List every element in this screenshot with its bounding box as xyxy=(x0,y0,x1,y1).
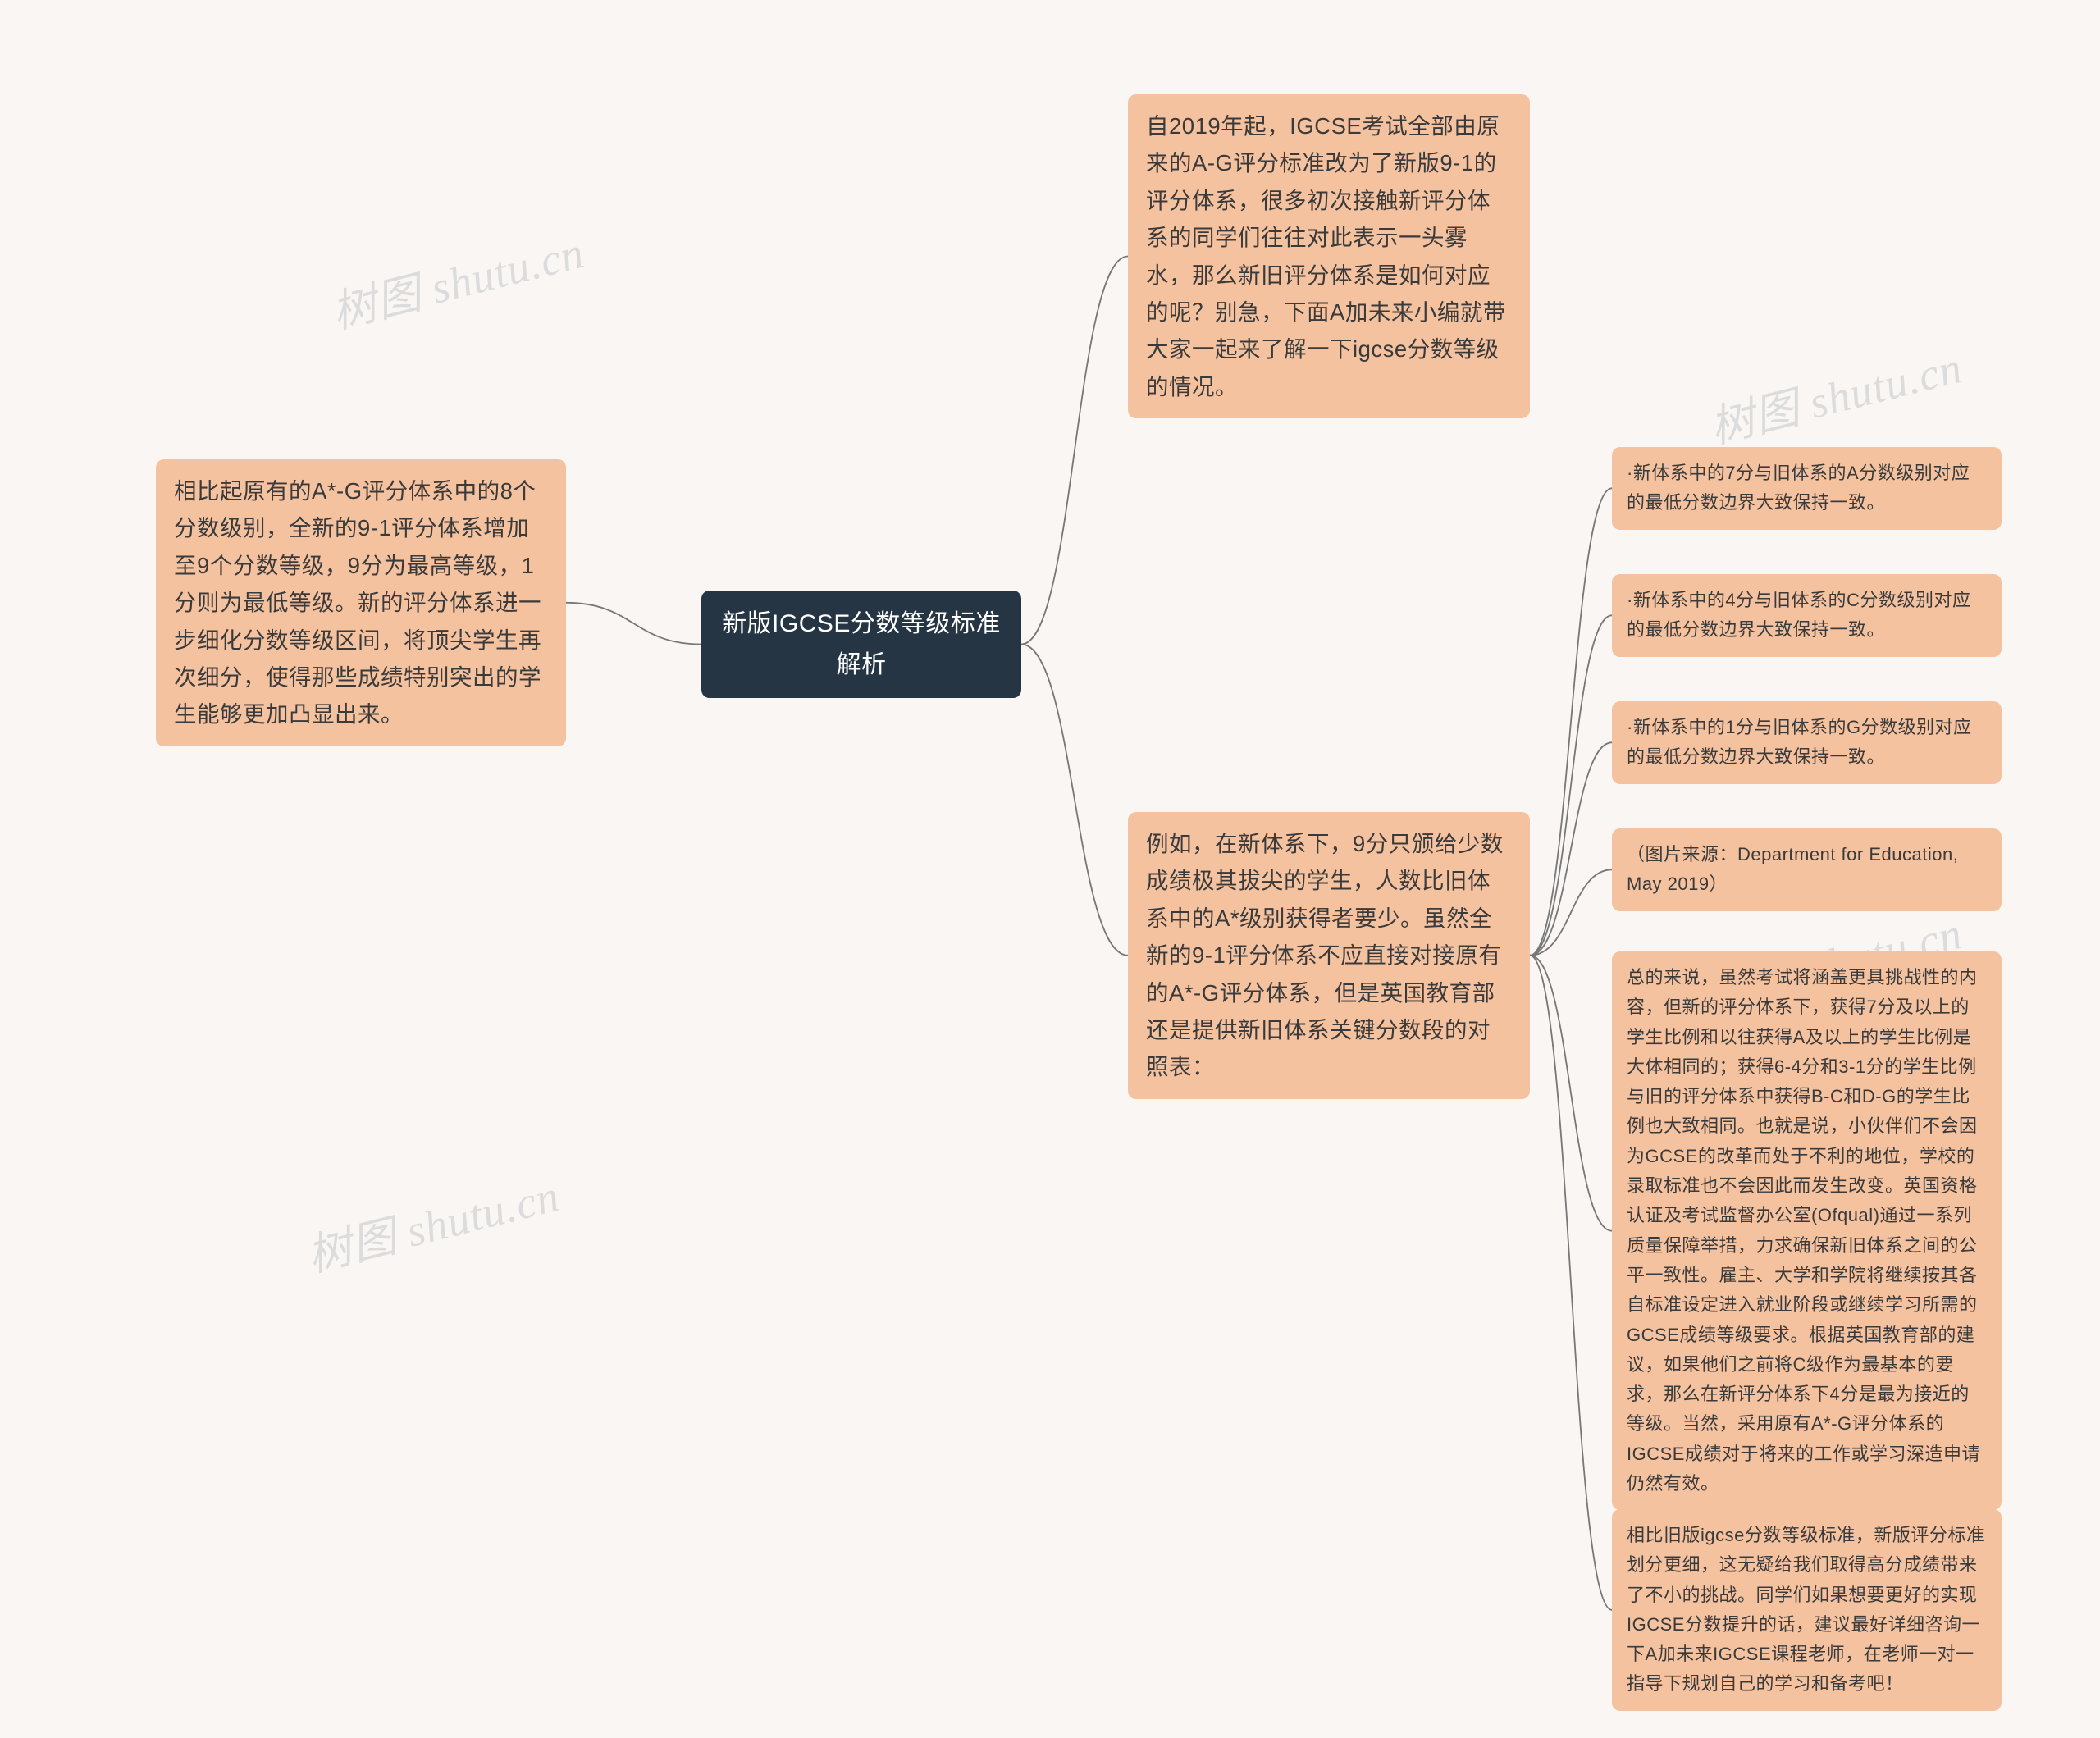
source-node[interactable]: （图片来源：Department for Education, May 2019… xyxy=(1612,828,2002,911)
connector xyxy=(1530,742,1612,956)
watermark: 树图 shutu.cn xyxy=(299,1159,565,1284)
root-title-line2: 解析 xyxy=(719,645,1003,686)
example-node[interactable]: 例如，在新体系下，9分只颁给少数成绩极其拔尖的学生，人数比旧体系中的A*级别获得… xyxy=(1128,812,1530,1099)
connector xyxy=(1530,488,1612,956)
root-node[interactable]: 新版IGCSE分数等级标准 解析 xyxy=(701,591,1021,698)
watermark: 树图 shutu.cn xyxy=(1702,331,1968,456)
map1-node[interactable]: ·新体系中的1分与旧体系的G分数级别对应的最低分数边界大致保持一致。 xyxy=(1612,701,2002,784)
root-title-line1: 新版IGCSE分数等级标准 xyxy=(719,604,1003,645)
connector xyxy=(1530,956,1612,1610)
conclusion-node[interactable]: 相比旧版igcse分数等级标准，新版评分标准划分更细，这无疑给我们取得高分成绩带… xyxy=(1612,1509,2002,1711)
overall-node[interactable]: 总的来说，虽然考试将涵盖更具挑战性的内容，但新的评分体系下，获得7分及以上的学生… xyxy=(1612,951,2002,1510)
mindmap-canvas: 树图 shutu.cn 树图 shutu.cn 树图 shutu.cn 树图 s… xyxy=(0,0,2100,1738)
connector xyxy=(1021,645,1128,956)
connector xyxy=(1530,615,1612,956)
connector xyxy=(1530,956,1612,1231)
connector xyxy=(1530,869,1612,956)
watermark: 树图 shutu.cn xyxy=(324,216,590,341)
map7-node[interactable]: ·新体系中的7分与旧体系的A分数级别对应的最低分数边界大致保持一致。 xyxy=(1612,447,2002,530)
connector xyxy=(1021,257,1128,645)
connector xyxy=(566,603,701,645)
left-summary-node[interactable]: 相比起原有的A*-G评分体系中的8个分数级别，全新的9-1评分体系增加至9个分数… xyxy=(156,459,566,746)
map4-node[interactable]: ·新体系中的4分与旧体系的C分数级别对应的最低分数边界大致保持一致。 xyxy=(1612,574,2002,657)
intro-node[interactable]: 自2019年起，IGCSE考试全部由原来的A-G评分标准改为了新版9-1的评分体… xyxy=(1128,94,1530,418)
